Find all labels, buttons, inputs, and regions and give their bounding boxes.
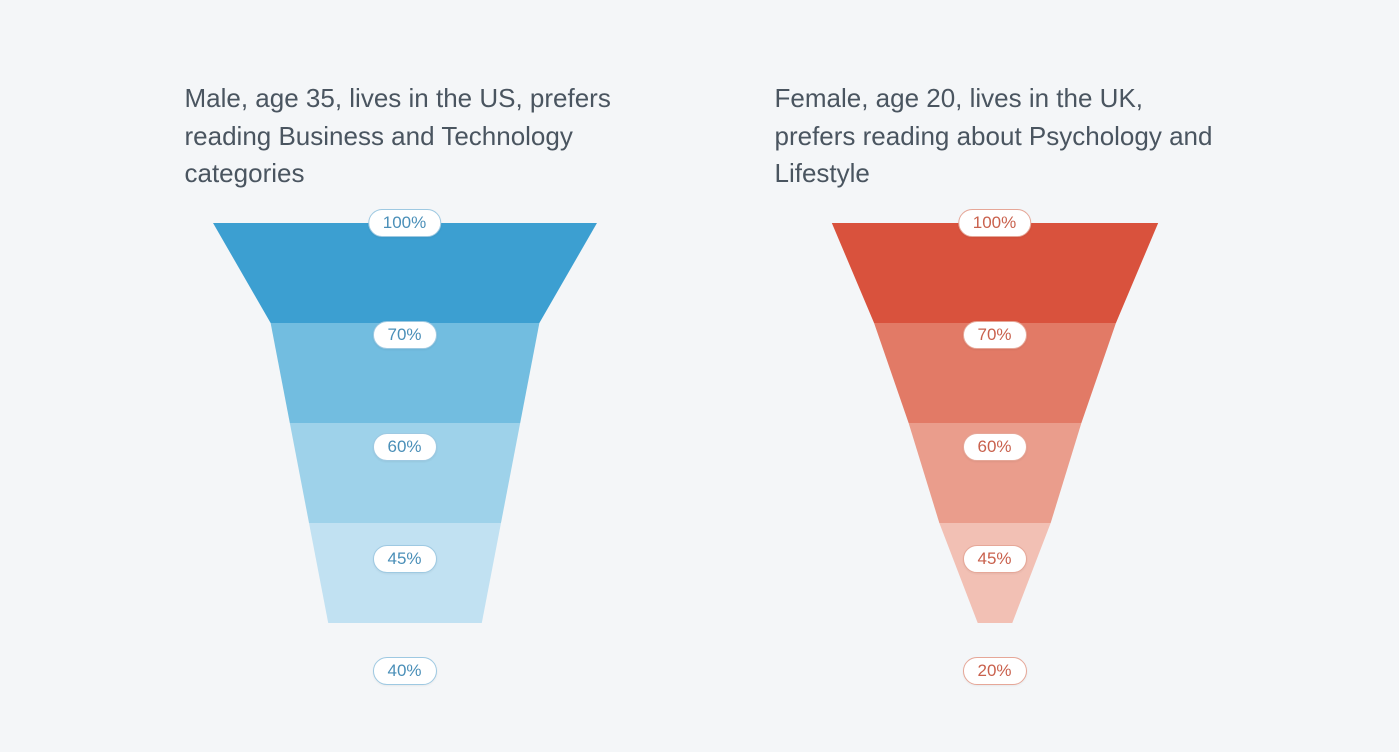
funnel-stage-label: 40%: [372, 657, 436, 685]
funnel-male: Male, age 35, lives in the US, prefers r…: [185, 80, 625, 723]
funnel-male-chart: 100%70%60%45%40%: [190, 223, 620, 723]
funnel-stage-label: 45%: [372, 545, 436, 573]
funnel-stage-label: 60%: [962, 433, 1026, 461]
funnel-stage-label: 20%: [962, 657, 1026, 685]
funnel-female-title: Female, age 20, lives in the UK, prefers…: [775, 80, 1215, 193]
funnel-stage-label: 70%: [372, 321, 436, 349]
funnel-female-chart: 100%70%60%45%20%: [780, 223, 1210, 723]
funnel-female-labels: 100%70%60%45%20%: [780, 223, 1210, 723]
funnel-male-title: Male, age 35, lives in the US, prefers r…: [185, 80, 625, 193]
funnel-female: Female, age 20, lives in the UK, prefers…: [775, 80, 1215, 723]
funnel-stage-label: 45%: [962, 545, 1026, 573]
funnel-comparison-container: Male, age 35, lives in the US, prefers r…: [0, 0, 1399, 723]
funnel-stage-label: 100%: [368, 209, 441, 237]
funnel-stage-label: 60%: [372, 433, 436, 461]
funnel-stage-label: 100%: [958, 209, 1031, 237]
funnel-male-labels: 100%70%60%45%40%: [190, 223, 620, 723]
funnel-stage-label: 70%: [962, 321, 1026, 349]
